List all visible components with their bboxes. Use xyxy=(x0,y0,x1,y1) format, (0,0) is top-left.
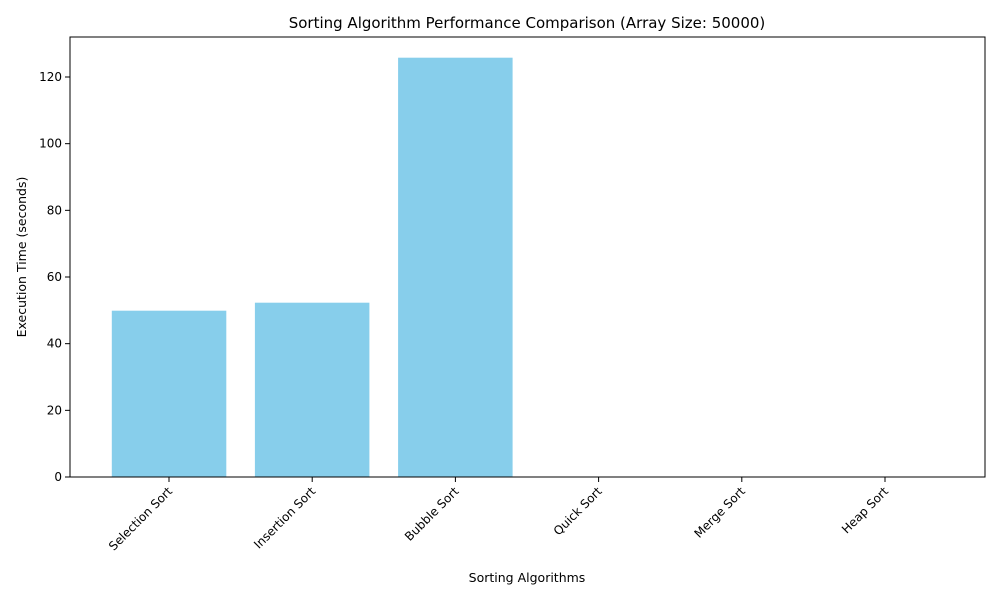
y-axis-label: Execution Time (seconds) xyxy=(14,177,29,338)
chart-title: Sorting Algorithm Performance Comparison… xyxy=(289,14,766,32)
bar-insertion-sort xyxy=(254,302,370,477)
y-tick-label: 120 xyxy=(39,70,62,84)
x-axis-ticks: Selection Sort Insertion Sort Bubble Sort Q… xyxy=(106,477,891,553)
x-tick-label: Insertion Sort xyxy=(251,484,318,551)
x-tick-label: Heap Sort xyxy=(839,484,891,536)
x-tick-label: Merge Sort xyxy=(691,484,748,541)
x-tick-label: Quick Sort xyxy=(551,484,605,538)
bar-selection-sort xyxy=(111,310,227,477)
x-tick-label: Selection Sort xyxy=(106,484,175,553)
x-axis-label: Sorting Algorithms xyxy=(469,570,586,585)
y-tick-label: 0 xyxy=(54,470,62,484)
bars-group xyxy=(111,57,943,477)
y-axis-ticks: 0 20 40 60 80 100 120 xyxy=(39,70,70,484)
bar-bubble-sort xyxy=(398,57,513,477)
y-tick-label: 40 xyxy=(47,337,62,351)
y-tick-label: 20 xyxy=(47,403,62,417)
y-tick-label: 80 xyxy=(47,203,62,217)
x-tick-label: Bubble Sort xyxy=(402,484,462,544)
y-tick-label: 100 xyxy=(39,137,62,151)
y-tick-label: 60 xyxy=(47,270,62,284)
plot-frame xyxy=(69,36,986,478)
